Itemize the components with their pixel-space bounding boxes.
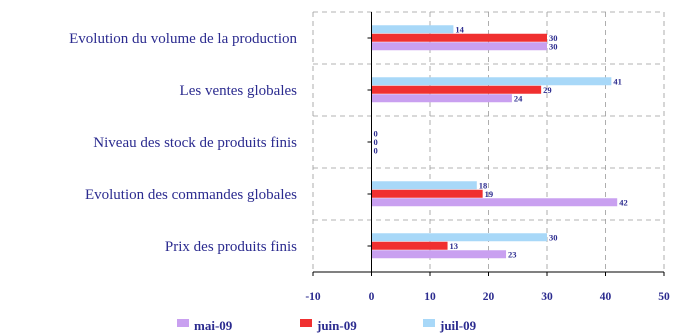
bar-mai-09	[371, 250, 507, 259]
data-label: 41	[613, 76, 622, 86]
x-tick-label: 0	[369, 291, 375, 303]
data-label: 30	[549, 41, 558, 51]
category-label: Les ventes globales	[180, 83, 298, 99]
data-label: 14	[455, 24, 464, 34]
bar-juin-09	[371, 189, 483, 198]
x-tick-label: 20	[483, 291, 495, 303]
x-tick-label: 30	[541, 291, 553, 303]
bar-juin-09	[371, 33, 547, 42]
data-label: 30	[549, 232, 558, 242]
category-label: Evolution du volume de la production	[69, 31, 297, 47]
data-label: 0	[374, 137, 378, 147]
data-label: 23	[508, 249, 517, 259]
bar-juil-09	[371, 77, 612, 86]
x-tick-label: 50	[658, 291, 670, 303]
bar-juin-09	[371, 241, 448, 250]
data-label: 0	[374, 145, 378, 155]
bar-juil-09	[371, 25, 454, 34]
bar-juin-09	[371, 85, 542, 94]
bar-mai-09	[371, 42, 547, 51]
bar-juil-09	[371, 181, 477, 190]
legend-swatch-juin-09	[300, 319, 312, 327]
axes	[312, 12, 665, 276]
data-label: 29	[543, 85, 552, 95]
data-label: 13	[450, 241, 459, 251]
data-label: 19	[485, 189, 494, 199]
legend-swatch-juil-09	[423, 319, 435, 327]
legend: mai-09 juin-09 juil-09	[177, 318, 477, 333]
bar-mai-09	[371, 94, 512, 103]
legend-swatch-mai-09	[177, 319, 189, 327]
bars	[371, 25, 618, 259]
x-tick-label: 40	[600, 291, 612, 303]
legend-label: juil-09	[439, 318, 477, 333]
bar-mai-09	[371, 198, 618, 207]
data-label: 24	[514, 93, 523, 103]
grid-lines	[312, 11, 665, 273]
legend-label: mai-09	[194, 318, 233, 333]
legend-label: juin-09	[316, 318, 357, 333]
data-label: 42	[619, 197, 628, 207]
data-label: 18	[479, 180, 488, 190]
bar-juil-09	[371, 233, 547, 242]
data-label: 0	[374, 128, 378, 138]
x-tick-label: 10	[424, 291, 436, 303]
category-label: Niveau des stock de produits finis	[93, 135, 297, 151]
x-tick-label: -10	[305, 291, 321, 303]
data-label: 30	[549, 33, 558, 43]
category-label: Evolution des commandes globales	[85, 187, 297, 203]
category-label: Prix des produits finis	[165, 239, 297, 255]
